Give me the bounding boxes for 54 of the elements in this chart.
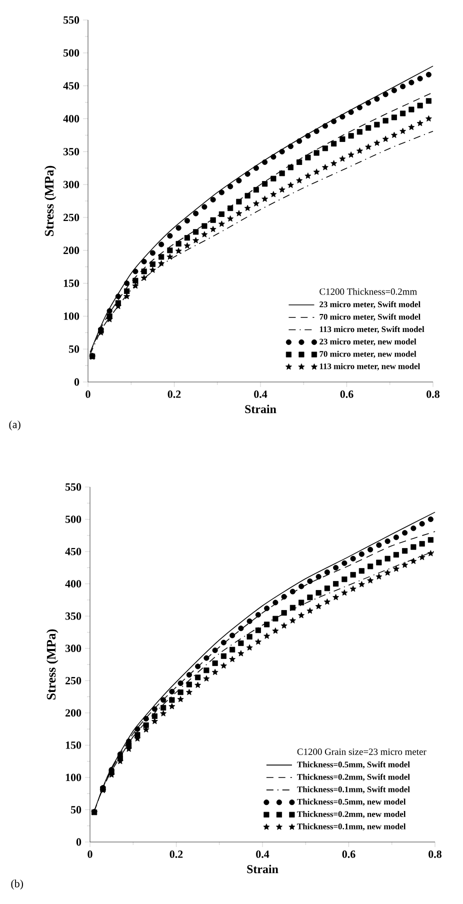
x-tick-label: 0.4: [256, 850, 270, 858]
text: (a): [9, 420, 20, 430]
x-axis-title: Strain: [245, 404, 276, 414]
legend-label: Thickness=0.5mm, Swift model: [297, 761, 410, 769]
legend-label: Thickness=0.5mm, new model: [297, 798, 406, 806]
x-tick-label: 0.8: [428, 850, 442, 858]
legend-label: Thickness=0.1mm, new model: [297, 823, 406, 831]
y-tick-label: 200: [66, 709, 82, 717]
x-tick-label: 0.4: [254, 390, 268, 398]
x-axis-title: Strain: [247, 864, 278, 874]
y-tick-label: 400: [63, 115, 80, 122]
y-tick-label: 350: [63, 148, 80, 156]
y-tick-label: 300: [65, 644, 82, 652]
legend-label: 113 micro meter, Swift model: [320, 326, 424, 334]
x-tick-label: 0: [88, 850, 92, 858]
y-tick-label: 0: [74, 378, 80, 386]
y-tick-label: 500: [66, 516, 82, 523]
x-tick-label: 0: [86, 390, 90, 398]
x-tick-label: 0.6: [342, 850, 356, 858]
legend-label: Thickness=0.2mm, new model: [297, 810, 406, 818]
x-tick-label: 0.2: [168, 390, 181, 398]
y-tick-label: 300: [63, 180, 80, 188]
y-tick-label: 250: [66, 676, 82, 684]
y-tick-label: 400: [65, 580, 82, 588]
legend-title: C1200 Thickness=0.2mm: [320, 288, 417, 295]
x-tick-label: 0.2: [170, 850, 183, 858]
legend-label: 23 micro meter, Swift model: [320, 301, 420, 308]
y-axis-title: Stress (MPa): [44, 166, 56, 236]
y-tick-label: 250: [64, 214, 80, 222]
legend-label: 70 micro meter, new model: [320, 350, 416, 358]
legend-label: 113 micro meter, new model: [320, 363, 420, 370]
x-tick-label: 0.6: [340, 390, 354, 398]
legend-label: Thickness=0.2mm, Swift model: [297, 774, 410, 782]
y-tick-label: 450: [65, 548, 82, 556]
y-tick-label: 500: [64, 49, 80, 57]
text: (b): [11, 880, 24, 890]
y-tick-label: 550: [64, 16, 80, 24]
y-tick-label: 0: [76, 838, 82, 846]
y-tick-label: 100: [64, 312, 80, 320]
x-tick-label: 0.8: [426, 390, 440, 398]
y-tick-label: 350: [65, 612, 82, 620]
legend-label: Thickness=0.1mm, Swift model: [297, 786, 410, 794]
y-tick-label: 200: [64, 246, 80, 254]
y-tick-label: 100: [66, 774, 82, 782]
legend-label: 70 micro meter, Swift model: [320, 314, 420, 321]
y-tick-label: 450: [63, 82, 80, 90]
y-axis-title: Stress (MPa): [46, 629, 58, 700]
y-tick-label: 550: [66, 483, 82, 491]
y-tick-label: 150: [66, 741, 82, 749]
y-tick-label: 50: [68, 345, 80, 353]
y-tick-label: 50: [70, 806, 82, 814]
legend-label: 23 micro meter, new model: [320, 338, 416, 346]
y-tick-label: 150: [64, 280, 80, 287]
legend-title: C1200 Grain size=23 micro meter: [297, 748, 426, 755]
